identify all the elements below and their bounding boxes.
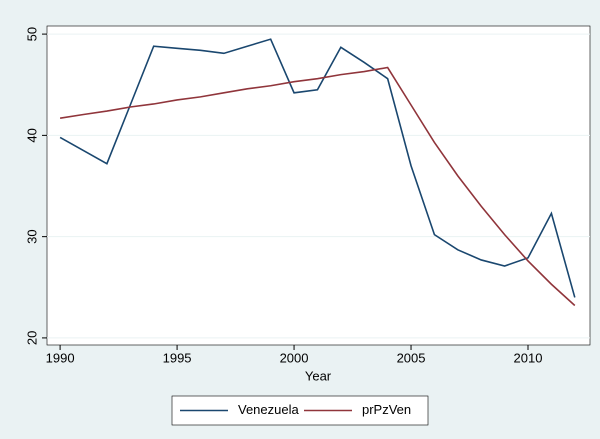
plot-area — [46, 25, 591, 346]
legend-label: prPzVen — [362, 402, 411, 417]
y-tick-label: 30 — [24, 229, 39, 243]
series-line — [59, 38, 576, 298]
x-tick-label: 1995 — [163, 350, 192, 365]
x-tick-label: 1990 — [46, 350, 75, 365]
x-tick-label: 2000 — [280, 350, 309, 365]
y-tick-label: 20 — [24, 331, 39, 345]
legend-label: Venezuela — [238, 402, 299, 417]
series-line — [59, 66, 576, 307]
x-axis-label: Year — [305, 368, 332, 383]
y-tick-label: 40 — [24, 128, 39, 142]
y-tick-label: 50 — [24, 27, 39, 41]
x-tick-label: 2005 — [397, 350, 426, 365]
x-tick-label: 2010 — [514, 350, 543, 365]
